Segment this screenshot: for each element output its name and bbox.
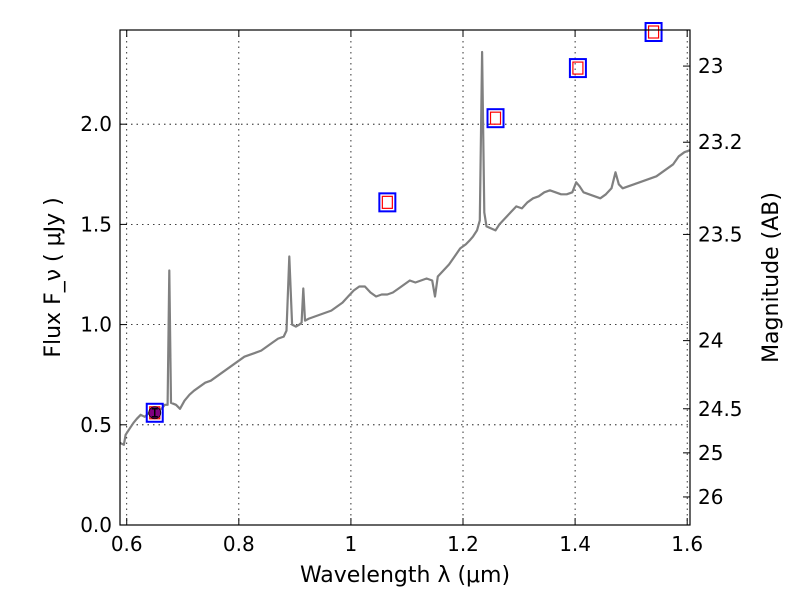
x-tick-label: 1.6 (671, 532, 703, 556)
y2-tick-label: 23.2 (698, 130, 743, 154)
model-photometry-marker (145, 402, 164, 423)
y2-tick-label: 23 (698, 54, 723, 78)
tick-layer: 0.6 0.8 1 1.2 1.4 1.6 0.0 0.5 1.0 1.5 2.0 23 23.2 23.… (80, 30, 743, 556)
x-tick-label: 0.6 (111, 532, 143, 556)
y2-tick-label: 23.5 (698, 222, 743, 246)
x-tick-label: 1 (345, 532, 358, 556)
model-photometry-marker (486, 108, 505, 129)
model-photometry-marker (568, 58, 587, 79)
plot-frame (119, 29, 691, 526)
y-tick-label: 1.5 (80, 212, 112, 236)
y2-tick-label: 25 (698, 441, 723, 465)
model-photometry-marker (378, 192, 397, 213)
y2-tick-label: 24 (698, 329, 723, 353)
x-tick-label: 1.2 (447, 532, 479, 556)
marker-layer (145, 22, 663, 423)
y-tick-label: 1.0 (80, 313, 112, 337)
grid (120, 30, 690, 526)
right-y-axis-label: Magnitude (AB) (759, 192, 784, 363)
y-axis-label: Flux F_ν ( μJy ) (41, 197, 66, 357)
model-photometry-marker (644, 22, 663, 43)
spectrum-line (119, 50, 691, 446)
x-axis-label: Wavelength λ (μm) (300, 563, 510, 588)
model-photometry-inner-marker (647, 25, 660, 39)
model-photometry-inner-marker (381, 195, 393, 209)
y-tick-label: 2.0 (80, 112, 112, 136)
model-photometry-inner-marker (572, 61, 584, 75)
spectrum-layer (119, 50, 691, 446)
y-tick-label: 0.0 (80, 513, 112, 537)
y-tick-label: 0.5 (80, 413, 112, 437)
x-tick-label: 1.4 (559, 532, 591, 556)
y2-tick-label: 24.5 (698, 397, 743, 421)
y2-tick-label: 26 (698, 485, 723, 509)
model-photometry-inner-marker (489, 111, 502, 125)
x-tick-label: 0.8 (223, 532, 255, 556)
